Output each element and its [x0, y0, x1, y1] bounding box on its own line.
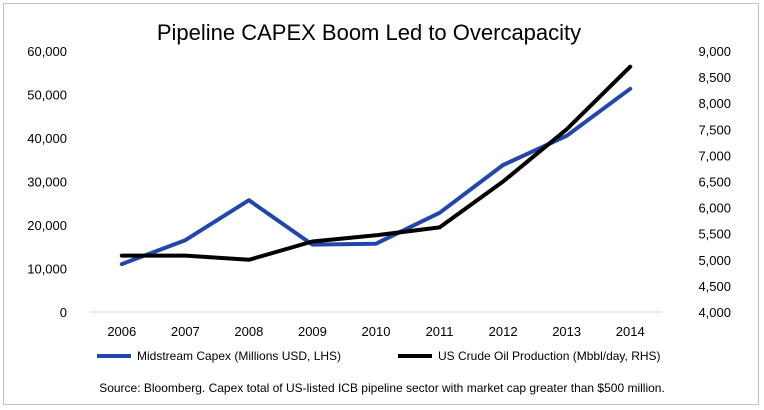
- left-tick-label: 10,000: [27, 262, 67, 277]
- chart-frame: [3, 3, 759, 405]
- x-tick-label: 2006: [107, 324, 136, 339]
- left-tick-label: 0: [60, 305, 67, 320]
- source-note: Source: Bloomberg. Capex total of US-lis…: [99, 381, 665, 395]
- right-tick-label: 4,000: [698, 305, 731, 320]
- chart-title: Pipeline CAPEX Boom Led to Overcapacity: [157, 20, 581, 45]
- left-tick-label: 50,000: [27, 88, 67, 103]
- right-tick-label: 6,000: [698, 201, 731, 216]
- right-tick-label: 5,500: [698, 227, 731, 242]
- right-tick-label: 4,500: [698, 279, 731, 294]
- right-tick-label: 9,000: [698, 44, 731, 59]
- right-tick-label: 5,000: [698, 253, 731, 268]
- x-tick-label: 2014: [616, 324, 645, 339]
- x-tick-label: 2009: [298, 324, 327, 339]
- x-tick-label: 2012: [489, 324, 518, 339]
- x-tick-label: 2010: [362, 324, 391, 339]
- right-tick-label: 7,500: [698, 122, 731, 137]
- production-series-line: [119, 64, 633, 262]
- capex-series-line: [119, 86, 633, 267]
- left-axis-ticks: 0 10,000 20,000 30,000 40,000 50,000 60,000: [27, 44, 67, 320]
- legend-label: Midstream Capex (Millions USD, LHS): [137, 349, 341, 363]
- legend-label: US Crude Oil Production (Mbbl/day, RHS): [438, 349, 661, 363]
- right-tick-label: 8,500: [698, 70, 731, 85]
- x-axis-ticks: 2006 2007 2008 2009 2010 2011 2012 2013 2014: [107, 324, 644, 339]
- right-tick-label: 8,000: [698, 96, 731, 111]
- series-lines: [119, 64, 633, 267]
- x-tick-label: 2013: [552, 324, 581, 339]
- right-tick-label: 7,000: [698, 148, 731, 163]
- left-tick-label: 30,000: [27, 175, 67, 190]
- legend: Midstream Capex (Millions USD, LHS) US Cr…: [97, 349, 661, 363]
- right-tick-label: 6,500: [698, 175, 731, 190]
- left-tick-label: 40,000: [27, 131, 67, 146]
- x-tick-label: 2008: [234, 324, 263, 339]
- left-tick-label: 60,000: [27, 44, 67, 59]
- left-tick-label: 20,000: [27, 218, 67, 233]
- x-tick-label: 2011: [426, 324, 454, 339]
- right-axis-ticks: 4,000 4,500 5,000 5,500 6,000 6,500 7,000 7,500…: [698, 44, 731, 320]
- x-tick-label: 2007: [171, 324, 200, 339]
